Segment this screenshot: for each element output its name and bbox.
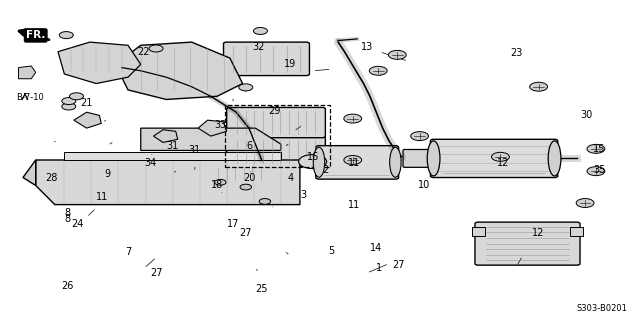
Text: 20: 20 [243, 172, 255, 182]
Polygon shape [36, 160, 300, 204]
Polygon shape [23, 160, 36, 186]
Text: S303-B0201: S303-B0201 [577, 304, 628, 313]
Text: 32: 32 [253, 42, 265, 52]
Text: 17: 17 [227, 219, 239, 229]
Circle shape [240, 184, 251, 190]
Circle shape [411, 132, 429, 140]
Text: 23: 23 [510, 48, 523, 58]
Text: 6: 6 [246, 141, 252, 151]
Text: 31: 31 [189, 146, 201, 156]
Ellipse shape [313, 147, 325, 177]
FancyBboxPatch shape [316, 146, 399, 179]
Circle shape [253, 28, 267, 35]
Text: 11: 11 [96, 192, 108, 202]
Text: 18: 18 [211, 180, 223, 190]
Text: 1: 1 [376, 263, 383, 273]
Ellipse shape [548, 141, 561, 176]
Circle shape [587, 144, 605, 153]
Text: 8: 8 [64, 214, 71, 224]
Text: 21: 21 [80, 98, 93, 108]
Circle shape [587, 167, 605, 176]
Circle shape [149, 45, 163, 52]
Text: 27: 27 [151, 268, 163, 278]
Circle shape [70, 93, 84, 100]
Text: 22: 22 [138, 47, 150, 57]
Text: 30: 30 [580, 110, 593, 120]
Text: 24: 24 [71, 219, 84, 229]
Polygon shape [198, 120, 226, 136]
Circle shape [530, 82, 547, 91]
Polygon shape [115, 42, 242, 100]
FancyBboxPatch shape [226, 108, 325, 138]
FancyBboxPatch shape [211, 165, 268, 182]
Bar [225, 105, 330, 167]
Polygon shape [141, 128, 281, 150]
Text: 5: 5 [329, 246, 335, 256]
Text: 19: 19 [284, 60, 297, 69]
Text: B-7-10: B-7-10 [17, 93, 45, 102]
Circle shape [62, 98, 76, 105]
Text: 4: 4 [287, 172, 293, 182]
FancyBboxPatch shape [223, 42, 309, 76]
Bar [471, 227, 484, 236]
Text: 27: 27 [239, 228, 252, 238]
Text: 27: 27 [392, 260, 405, 270]
Text: 7: 7 [125, 247, 131, 257]
Circle shape [491, 152, 509, 161]
Text: 3: 3 [300, 190, 306, 200]
Circle shape [299, 155, 327, 169]
Circle shape [344, 114, 362, 123]
Polygon shape [64, 152, 281, 160]
Circle shape [344, 156, 362, 164]
Circle shape [239, 84, 253, 91]
Circle shape [369, 66, 387, 75]
FancyBboxPatch shape [226, 136, 325, 166]
Text: 33: 33 [214, 120, 226, 130]
Circle shape [259, 198, 271, 204]
Text: 26: 26 [61, 281, 74, 291]
FancyBboxPatch shape [475, 222, 580, 265]
Polygon shape [74, 112, 101, 128]
Ellipse shape [427, 141, 440, 176]
Text: 34: 34 [144, 158, 156, 168]
Text: 11: 11 [348, 200, 360, 210]
Text: 29: 29 [268, 106, 281, 116]
Text: 28: 28 [45, 172, 58, 182]
Text: 2: 2 [322, 164, 329, 174]
Polygon shape [58, 42, 141, 84]
Text: 12: 12 [498, 158, 510, 168]
Circle shape [576, 198, 594, 207]
Text: 16: 16 [306, 152, 319, 162]
Circle shape [62, 103, 76, 110]
FancyBboxPatch shape [431, 139, 558, 178]
Bar [570, 227, 583, 236]
Text: 14: 14 [370, 243, 382, 252]
Text: FR.: FR. [26, 30, 45, 40]
Circle shape [214, 180, 226, 185]
Text: 9: 9 [105, 169, 111, 179]
Polygon shape [154, 130, 177, 142]
Text: 13: 13 [360, 42, 373, 52]
Ellipse shape [390, 147, 401, 177]
Text: 10: 10 [418, 180, 430, 190]
Text: 31: 31 [167, 141, 179, 151]
Polygon shape [19, 66, 36, 79]
Circle shape [59, 32, 73, 39]
Text: 11: 11 [348, 158, 360, 168]
Text: 25: 25 [255, 284, 268, 294]
Text: 15: 15 [593, 144, 605, 154]
Text: 35: 35 [593, 164, 605, 174]
FancyBboxPatch shape [403, 149, 439, 167]
Circle shape [389, 50, 406, 59]
Text: 8: 8 [64, 208, 71, 218]
Text: 12: 12 [533, 228, 545, 238]
